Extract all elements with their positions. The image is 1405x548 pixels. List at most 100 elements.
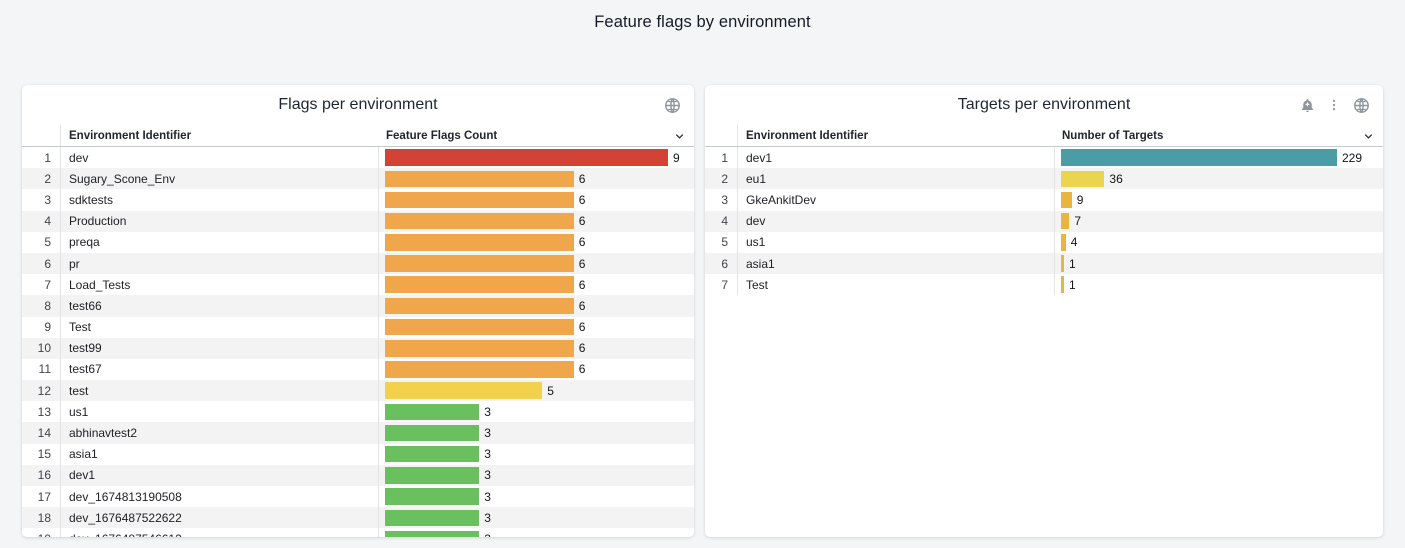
value-cell: 3 xyxy=(378,401,694,423)
value-cell: 6 xyxy=(378,252,694,275)
bar-value: 6 xyxy=(578,277,586,292)
panel-header: Targets per environment xyxy=(705,85,1383,125)
value-cell: 6 xyxy=(378,168,694,190)
bar-value: 6 xyxy=(578,192,586,207)
bar-gauge xyxy=(385,467,480,484)
bar-value: 9 xyxy=(673,150,680,165)
value-cell: 5 xyxy=(378,380,694,402)
chevron-down-icon[interactable] xyxy=(1362,129,1375,142)
bar-value: 6 xyxy=(578,362,586,377)
bar-gauge xyxy=(385,445,480,463)
row-index: 15 xyxy=(37,447,51,462)
value-cell: 3 xyxy=(378,422,694,444)
globe-icon[interactable] xyxy=(1353,97,1370,114)
environment-identifier-cell: test xyxy=(60,380,378,402)
table-row: 6 asia1 1 xyxy=(705,252,1383,275)
row-index: 5 xyxy=(721,235,728,250)
row-index: 12 xyxy=(37,383,51,398)
table-row: 2 Sugary_Scone_Env 6 xyxy=(22,168,694,190)
panel-title[interactable]: Flags per environment xyxy=(278,96,438,113)
bar-value: 3 xyxy=(484,404,491,419)
value-cell: 6 xyxy=(378,210,694,232)
environment-identifier-cell: GkeAnkitDev xyxy=(737,189,1054,211)
bar-gauge xyxy=(385,191,574,209)
table-row: 11 test67 6 xyxy=(22,358,694,381)
environment-identifier-cell: Test xyxy=(737,274,1054,296)
bar-gauge xyxy=(1061,170,1105,188)
bar-gauge xyxy=(385,530,480,537)
column-header-number-of-targets[interactable]: Number of Targets xyxy=(1062,129,1164,142)
environment-identifier-cell: dev xyxy=(60,147,378,169)
row-index: 7 xyxy=(44,277,51,292)
kebab-menu-icon[interactable] xyxy=(1327,98,1341,112)
row-index: 11 xyxy=(38,362,51,377)
bar-gauge xyxy=(385,170,574,188)
bar-gauge xyxy=(385,361,574,378)
panel-title[interactable]: Targets per environment xyxy=(957,96,1131,113)
table-row: 7 Test 1 xyxy=(705,274,1383,296)
globe-icon[interactable] xyxy=(664,97,681,114)
bar-gauge xyxy=(1061,255,1064,272)
bar-gauge xyxy=(385,340,574,357)
row-index: 8 xyxy=(44,298,51,313)
table-row: 1 dev 9 xyxy=(22,147,694,169)
environment-identifier-cell: Sugary_Scone_Env xyxy=(60,168,378,190)
row-index: 14 xyxy=(37,426,51,441)
bar-gauge xyxy=(1061,276,1064,293)
bar-value: 9 xyxy=(1076,192,1084,207)
bar-value: 36 xyxy=(1109,171,1123,186)
row-index: 1 xyxy=(721,150,728,165)
bar-gauge xyxy=(385,318,574,336)
value-cell: 6 xyxy=(378,358,694,381)
value-cell: 3 xyxy=(378,486,694,508)
table-row: 4 Production 6 xyxy=(22,210,694,232)
row-index: 4 xyxy=(44,214,51,229)
environment-identifier-cell: dev xyxy=(737,210,1054,232)
environment-identifier-cell: us1 xyxy=(737,231,1054,253)
value-cell: 6 xyxy=(378,337,694,359)
value-cell: 3 xyxy=(378,507,694,529)
environment-identifier-cell: pr xyxy=(60,252,378,275)
table-header: Environment Identifier Feature Flags Cou… xyxy=(22,125,694,147)
table-row: 3 sdktests 6 xyxy=(22,189,694,211)
value-cell: 9 xyxy=(378,147,694,169)
environment-identifier-cell: preqa xyxy=(60,231,378,253)
bar-gauge xyxy=(1061,149,1337,166)
row-index: 6 xyxy=(44,256,51,271)
table-row: 18 dev_1676487522622 3 xyxy=(22,507,694,529)
bar-value: 6 xyxy=(578,298,586,313)
chevron-down-icon[interactable] xyxy=(673,129,686,142)
table-row: 15 asia1 3 xyxy=(22,443,694,465)
bar-value: 6 xyxy=(578,171,586,186)
value-cell: 6 xyxy=(378,274,694,296)
bar-value: 6 xyxy=(578,320,586,335)
bar-value: 3 xyxy=(484,468,491,483)
row-index: 1 xyxy=(44,150,51,165)
environment-identifier-cell: Load_Tests xyxy=(60,274,378,296)
value-cell: 36 xyxy=(1054,168,1383,190)
bell-plus-icon xyxy=(1300,98,1315,113)
bar-value: 6 xyxy=(578,256,586,271)
row-index: 18 xyxy=(37,510,51,525)
table-row: 4 dev 7 xyxy=(705,210,1383,232)
table-row: 5 preqa 6 xyxy=(22,231,694,253)
bar-value: 4 xyxy=(1070,235,1078,250)
bar-value: 6 xyxy=(578,214,586,229)
row-index: 3 xyxy=(44,192,51,207)
bar-value: 3 xyxy=(484,426,491,441)
bar-value: 6 xyxy=(578,341,586,356)
column-header-environment-identifier[interactable]: Environment Identifier xyxy=(60,125,378,146)
row-index: 16 xyxy=(37,468,51,483)
row-index: 13 xyxy=(37,404,51,419)
environment-identifier-cell: abhinavtest2 xyxy=(60,422,378,444)
flags-table-body: 1 dev 9 2 Sugary_Scone_Env 6 3 sdktests 6 4 Produc… xyxy=(22,147,694,537)
row-index: 3 xyxy=(721,192,728,207)
column-header-feature-flags-count[interactable]: Feature Flags Count xyxy=(386,129,498,142)
value-cell: 229 xyxy=(1054,147,1383,169)
column-header-environment-identifier[interactable]: Environment Identifier xyxy=(737,125,1054,146)
bar-gauge xyxy=(385,509,480,527)
row-index: 4 xyxy=(721,214,728,229)
value-cell: 6 xyxy=(378,316,694,338)
table-row: 19dev_1676487546612 3 xyxy=(22,528,694,537)
table-row: 10 test99 6 xyxy=(22,337,694,359)
